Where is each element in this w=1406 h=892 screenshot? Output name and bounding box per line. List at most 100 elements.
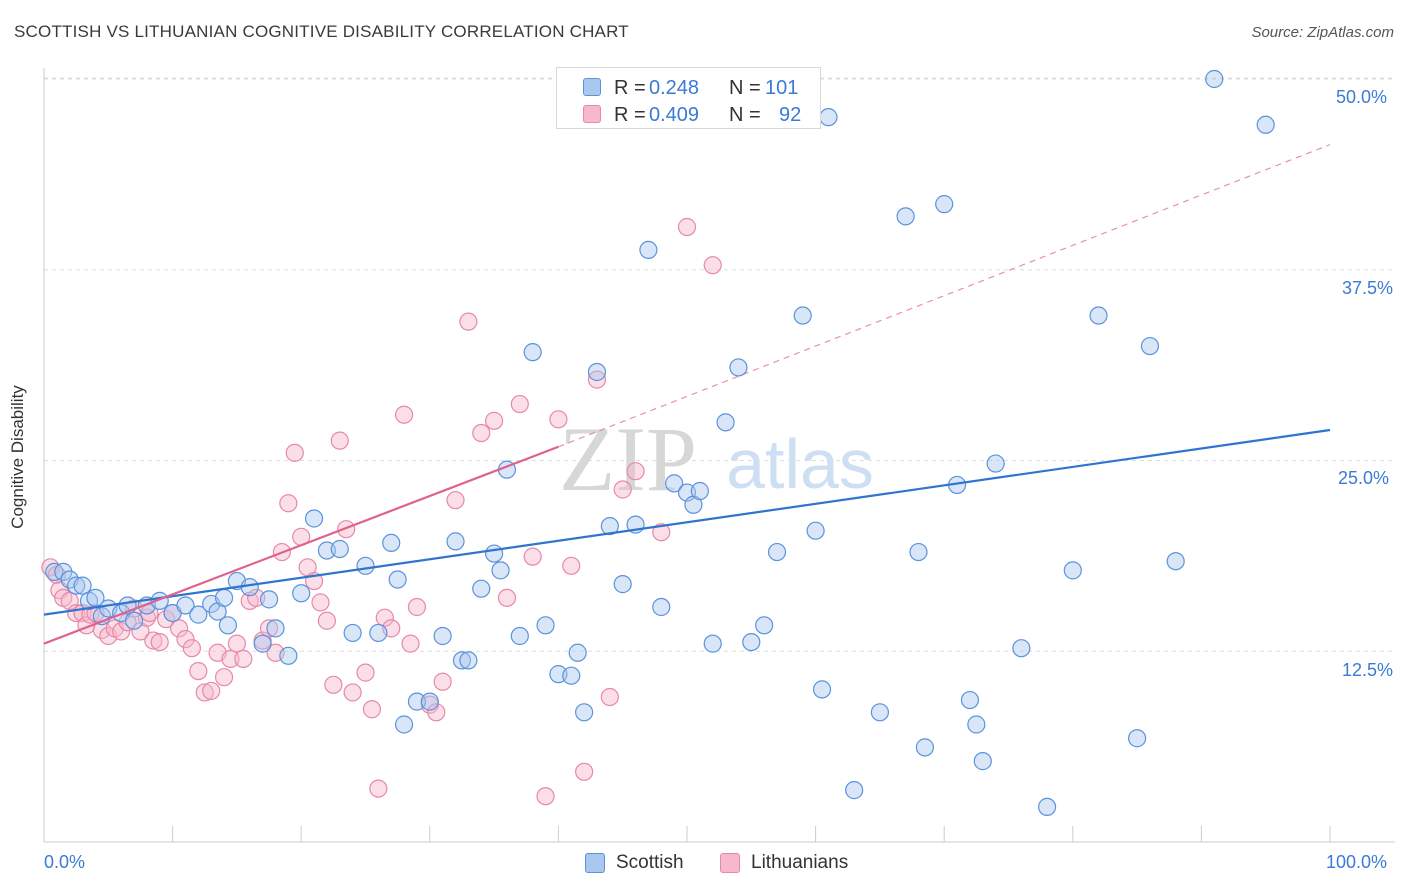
data-point: [304, 509, 324, 528]
n-label: N =: [729, 104, 761, 126]
data-point: [446, 491, 465, 510]
data-point: [240, 578, 259, 597]
data-point: [1012, 639, 1031, 658]
scottish-legend-label: Scottish: [616, 852, 684, 873]
data-point: [845, 781, 864, 800]
data-point: [330, 539, 349, 559]
data-point: [182, 639, 201, 658]
trend-line-lithuanians-extended: [558, 144, 1331, 448]
data-point: [343, 683, 362, 702]
data-point: [819, 108, 838, 127]
data-point: [388, 570, 407, 589]
data-point: [1205, 69, 1224, 89]
data-point: [337, 520, 356, 539]
n-value-lithuanians: 92: [779, 104, 802, 126]
data-point: [214, 588, 234, 607]
data-point: [394, 715, 414, 734]
data-point: [382, 533, 401, 553]
y-tick-50: 50.0%: [1336, 87, 1388, 107]
data-point: [330, 431, 349, 450]
data-point: [755, 616, 774, 635]
data-point: [523, 343, 542, 362]
data-point: [986, 454, 1005, 473]
data-point: [716, 413, 735, 432]
y-axis-label: Cognitive Disability: [8, 385, 27, 529]
data-point: [767, 542, 787, 562]
data-point: [446, 532, 465, 551]
data-point: [253, 634, 272, 653]
data-point: [909, 542, 928, 562]
data-point: [214, 668, 234, 687]
data-point: [1256, 115, 1275, 134]
data-point: [221, 649, 240, 668]
data-point: [452, 651, 472, 670]
data-point: [1089, 306, 1108, 325]
scottish-legend-swatch: [585, 853, 605, 873]
series-scottish: [45, 69, 1275, 817]
data-point: [73, 576, 92, 595]
data-point: [433, 626, 452, 646]
data-point: [1127, 729, 1147, 748]
data-point: [690, 481, 709, 501]
data-point: [234, 649, 253, 668]
data-point: [510, 626, 529, 646]
data-point: [729, 358, 748, 377]
data-point: [369, 779, 388, 798]
data-point: [195, 683, 214, 702]
data-point: [407, 692, 427, 711]
data-point: [67, 576, 86, 595]
data-point: [433, 672, 452, 691]
x-tick-100: 100.0%: [1326, 852, 1388, 872]
data-point: [742, 632, 761, 652]
trend-line-scottish: [43, 428, 1331, 616]
series-lithuanians: [41, 217, 722, 806]
watermark-zip: ZIP: [559, 408, 697, 510]
watermark-atlas: atlas: [726, 425, 874, 503]
r-value-scottish: 0.248: [649, 77, 700, 99]
source-label: Source: ZipAtlas.com: [1251, 24, 1394, 41]
data-point: [427, 703, 446, 722]
data-point: [639, 240, 658, 260]
data-point: [362, 700, 382, 719]
data-point: [915, 738, 935, 757]
data-point: [202, 681, 221, 701]
data-point: [150, 632, 169, 652]
n-value-scottish: 101: [765, 77, 799, 99]
data-point: [375, 608, 394, 627]
data-point: [613, 480, 632, 499]
data-point: [562, 556, 581, 575]
data-point: [54, 562, 73, 581]
trend-lines: [43, 144, 1331, 645]
watermark: ZIP atlas: [559, 408, 874, 510]
data-point: [812, 680, 832, 699]
data-point: [626, 462, 645, 481]
axes: [43, 68, 1395, 843]
data-point: [1166, 552, 1185, 571]
data-point: [497, 588, 517, 607]
data-point: [266, 619, 285, 638]
data-point: [1140, 336, 1160, 356]
data-point: [420, 692, 439, 711]
data-point: [549, 410, 568, 429]
data-point: [870, 703, 890, 722]
data-point: [485, 411, 504, 430]
data-point: [600, 687, 619, 707]
data-point: [112, 622, 131, 641]
data-point: [324, 675, 343, 694]
data-point: [491, 561, 510, 580]
legend-row-lithuanians: R = 0.409 N = 92: [557, 100, 820, 128]
data-point: [169, 619, 189, 638]
data-point: [144, 631, 163, 650]
data-point: [356, 663, 375, 682]
data-point: [176, 629, 195, 649]
data-point: [935, 195, 954, 214]
data-point: [259, 590, 279, 609]
data-point: [510, 394, 529, 414]
data-point: [652, 597, 671, 617]
data-point: [279, 494, 298, 513]
lithuanians-legend-swatch: [720, 853, 740, 873]
data-point: [472, 579, 491, 598]
data-point: [562, 666, 581, 685]
data-point: [227, 634, 246, 653]
